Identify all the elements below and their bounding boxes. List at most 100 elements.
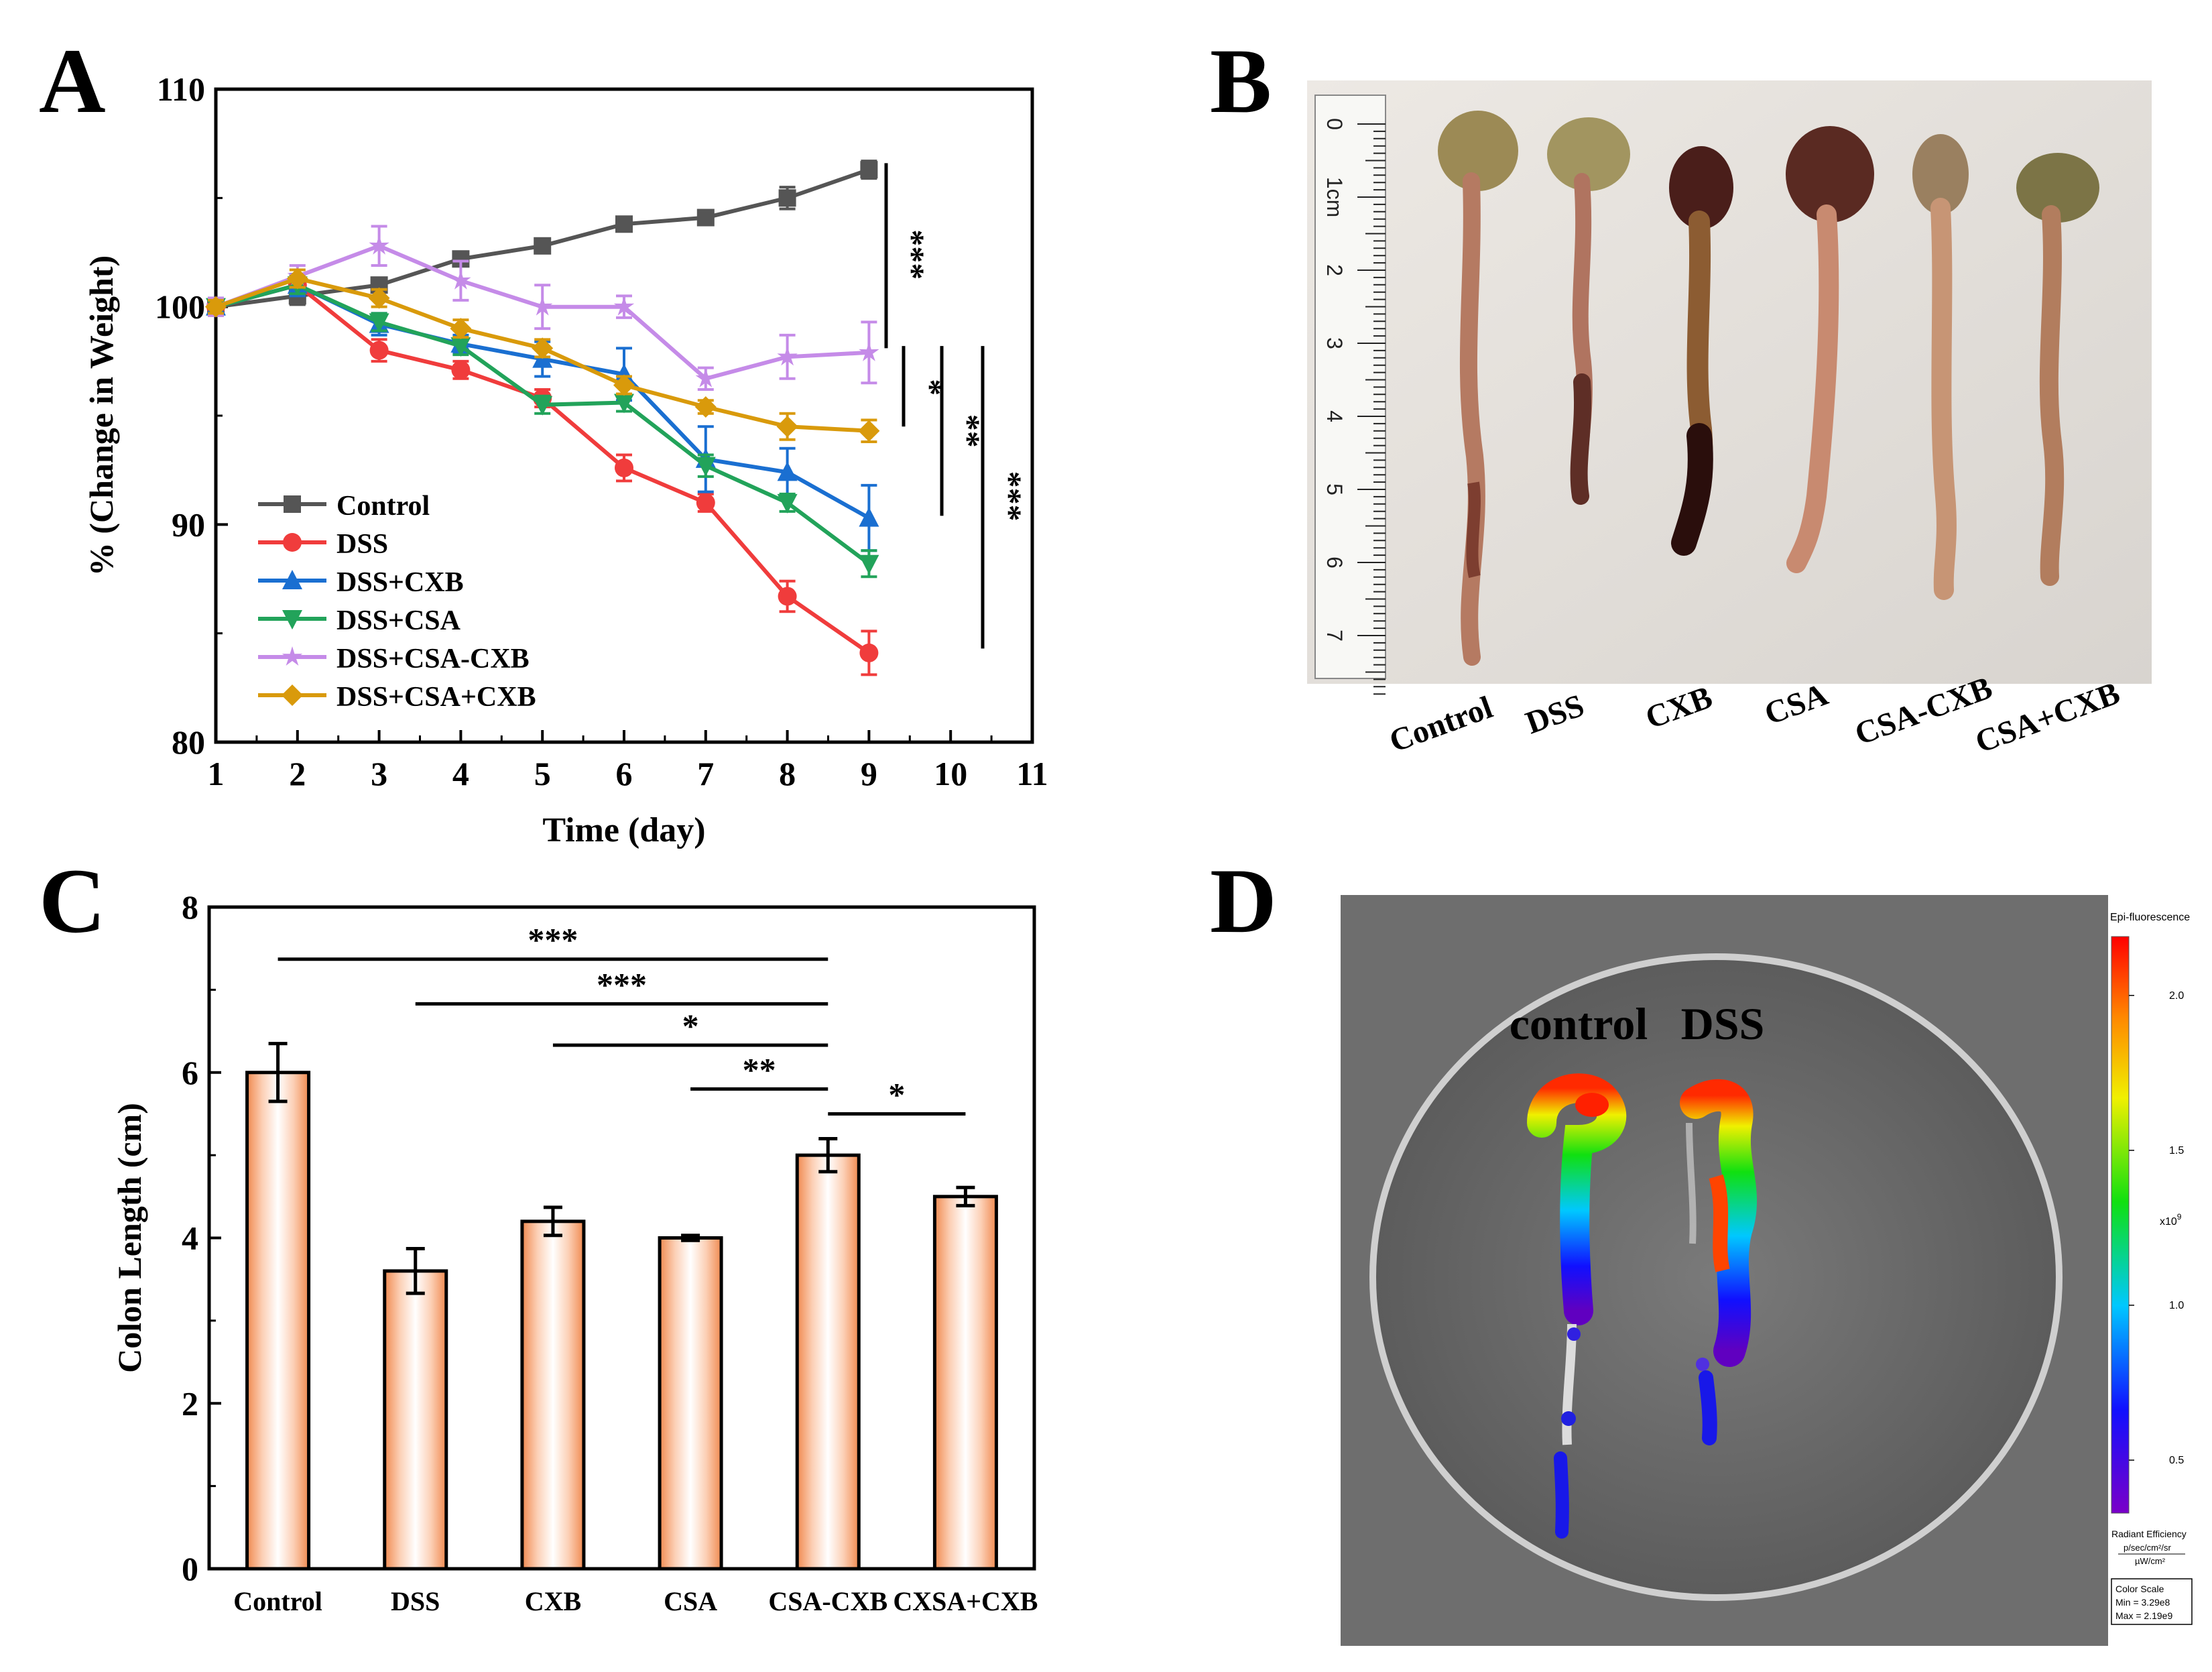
data-point	[696, 208, 715, 227]
data-point	[286, 267, 308, 290]
color-scale-box	[2111, 1578, 2193, 1625]
category-label: CXB	[525, 1586, 581, 1616]
ruler-number: 2	[1323, 264, 1347, 276]
x-tick-label: 9	[861, 755, 877, 792]
significance-label: ***	[991, 471, 1029, 522]
data-point	[776, 416, 798, 438]
colon-cxb	[1669, 146, 1733, 556]
y-axis-label: Colon Length (cm)	[111, 1103, 148, 1373]
data-point	[369, 341, 389, 360]
data-point	[368, 287, 390, 309]
panel-letter-b: B	[1210, 29, 1272, 132]
y-tick-label: 4	[182, 1219, 198, 1257]
category-label: Control	[233, 1586, 322, 1616]
data-point	[859, 507, 879, 527]
color-scale-max: Max = 2.19e9	[2115, 1610, 2172, 1621]
ruler-number: 1cm	[1323, 177, 1347, 217]
color-scale-min: Min = 3.29e8	[2115, 1597, 2170, 1608]
data-point	[859, 643, 879, 662]
sample-label: DSS	[1521, 687, 1589, 741]
bar	[383, 1269, 448, 1571]
x-tick-label: 11	[1016, 755, 1048, 792]
plot-frame	[207, 905, 1036, 1571]
significance-label: **	[743, 1051, 776, 1088]
legend-label: DSS+CSA-CXB	[336, 644, 530, 674]
color-scale-bar	[2111, 936, 2130, 1514]
data-point	[696, 493, 715, 512]
data-point	[778, 587, 797, 606]
units-numerator: p/sec/cm²/sr	[2124, 1543, 2171, 1553]
bar	[795, 1153, 861, 1571]
data-point	[369, 235, 389, 255]
panel-letter-a: A	[39, 29, 106, 132]
x-axis-label: Time (day)	[542, 811, 705, 849]
scale-multiplier: x109	[2160, 1212, 2182, 1228]
scale-tick-label: 1.5	[2169, 1145, 2184, 1156]
significance-label: *	[888, 1075, 905, 1113]
y-tick-label: 110	[157, 70, 205, 108]
data-point	[615, 458, 633, 477]
colon-length-bar-chart: 0 2 4 6 8 Colon Length (cm) Control DSS CXB CSA CS…	[111, 888, 1038, 1616]
legend-label: DSS+CSA+CXB	[336, 682, 536, 713]
bar	[245, 1071, 311, 1571]
data-point	[614, 363, 634, 383]
bar	[520, 1219, 586, 1571]
data-point	[777, 493, 798, 514]
data-point	[450, 318, 472, 340]
bar	[658, 1236, 723, 1571]
data-point	[284, 495, 301, 513]
x-tick-label: 8	[779, 755, 796, 792]
category-label: DSS	[391, 1586, 440, 1616]
legend-label: Control	[336, 491, 430, 522]
significance-label: *	[682, 1007, 699, 1044]
ruler-number: 5	[1323, 483, 1347, 495]
data-point	[451, 360, 471, 379]
data-point	[532, 296, 553, 316]
colon-csa-cxb	[1912, 134, 1969, 600]
colon-csa-plus-cxb	[2016, 153, 2099, 586]
ruler-number: 4	[1323, 410, 1347, 422]
data-point	[613, 296, 635, 316]
x-tick-label: 1	[208, 755, 225, 792]
color-scale-title: Color Scale	[2115, 1584, 2164, 1594]
y-tick-label: 90	[172, 505, 205, 543]
data-point	[615, 215, 633, 233]
y-tick-label: 6	[182, 1054, 198, 1091]
sample-label: CSA+CXB	[1971, 675, 2124, 760]
units-title: Radiant Efficiency	[2111, 1529, 2187, 1539]
data-point	[778, 189, 796, 207]
series-dss-csa-cxb	[205, 267, 880, 443]
significance-label: ***	[894, 229, 932, 280]
x-tick-label: 3	[371, 755, 387, 792]
label-control: control	[1510, 998, 1648, 1049]
significance-label: ***	[597, 965, 647, 1003]
y-tick-label: 2	[182, 1384, 198, 1422]
data-point	[613, 374, 635, 396]
y-tick-label: 8	[182, 888, 198, 926]
weight-change-line-chart: 1 2 3 4 5 6 7 8 9 10 11 80 90 100 110 Time (day) % (Chan…	[82, 70, 1048, 849]
legend-label: DSS+CSA	[336, 605, 461, 636]
petri-dish	[1369, 953, 2063, 1601]
legend: Control DSS DSS+CXB DSS+CSA DSS+CSA-CXB DSS+C…	[258, 491, 536, 713]
panel-letter-d: D	[1210, 849, 1277, 952]
ruler-number: 7	[1323, 630, 1347, 642]
colon-control	[1438, 111, 1518, 666]
data-point	[205, 296, 227, 318]
colon-csa	[1786, 126, 1874, 573]
legend-label: DSS+CXB	[336, 567, 464, 598]
ruler-number: 3	[1323, 337, 1347, 349]
data-point	[860, 161, 878, 179]
panel-letter-c: C	[39, 849, 106, 952]
data-point	[282, 646, 303, 666]
x-tick-label: 10	[934, 755, 967, 792]
category-label: CSA-CXB	[768, 1586, 887, 1616]
data-point	[282, 684, 303, 706]
sample-label: Control	[1385, 689, 1497, 759]
y-tick-label: 80	[172, 723, 205, 761]
category-label: CXSA+CXB	[893, 1586, 1038, 1616]
x-tick-label: 4	[452, 755, 469, 792]
data-point	[532, 337, 554, 359]
x-tick-label: 6	[616, 755, 633, 792]
ruler-number: 0	[1323, 118, 1347, 130]
